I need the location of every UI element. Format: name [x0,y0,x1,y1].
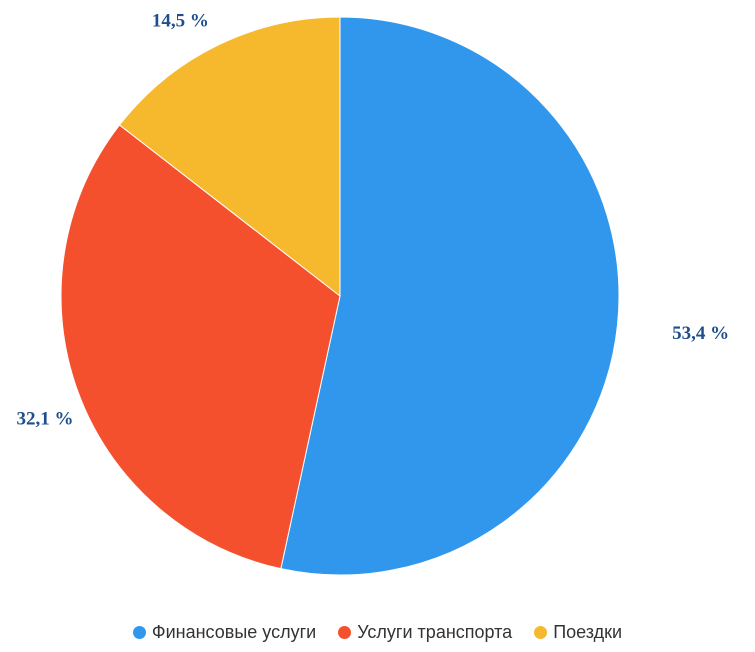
legend-swatch [132,626,146,639]
legend-swatch [338,626,352,639]
legend-label: Услуги транспорта [357,622,513,642]
value-label: 32,1 % [17,408,74,429]
legend-item: Услуги транспорта [338,622,512,643]
pie-slice [60,124,341,570]
pie-slice [118,16,341,298]
legend-label: Финансовые услуги [151,622,317,642]
legend: Финансовые услуги Услуги транспорта Поездк… [0,622,755,643]
legend-item: Финансовые услуги [132,622,317,643]
pie-slice [280,16,620,576]
value-label: 14,5 % [152,10,209,31]
legend-swatch [534,626,548,639]
legend-item: Поездки [534,622,622,643]
pie-area: 53,4 % 32,1 % 14,5 % [17,10,729,576]
legend-label: Поездки [553,622,623,642]
value-label: 53,4 % [672,323,729,344]
